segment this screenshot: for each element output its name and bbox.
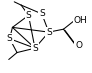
Text: S: S — [26, 11, 31, 20]
Text: O: O — [75, 41, 82, 51]
Text: S: S — [39, 9, 45, 18]
Text: S: S — [32, 44, 38, 53]
Text: OH: OH — [74, 16, 87, 25]
Text: S: S — [7, 34, 13, 43]
Text: S: S — [46, 28, 52, 37]
